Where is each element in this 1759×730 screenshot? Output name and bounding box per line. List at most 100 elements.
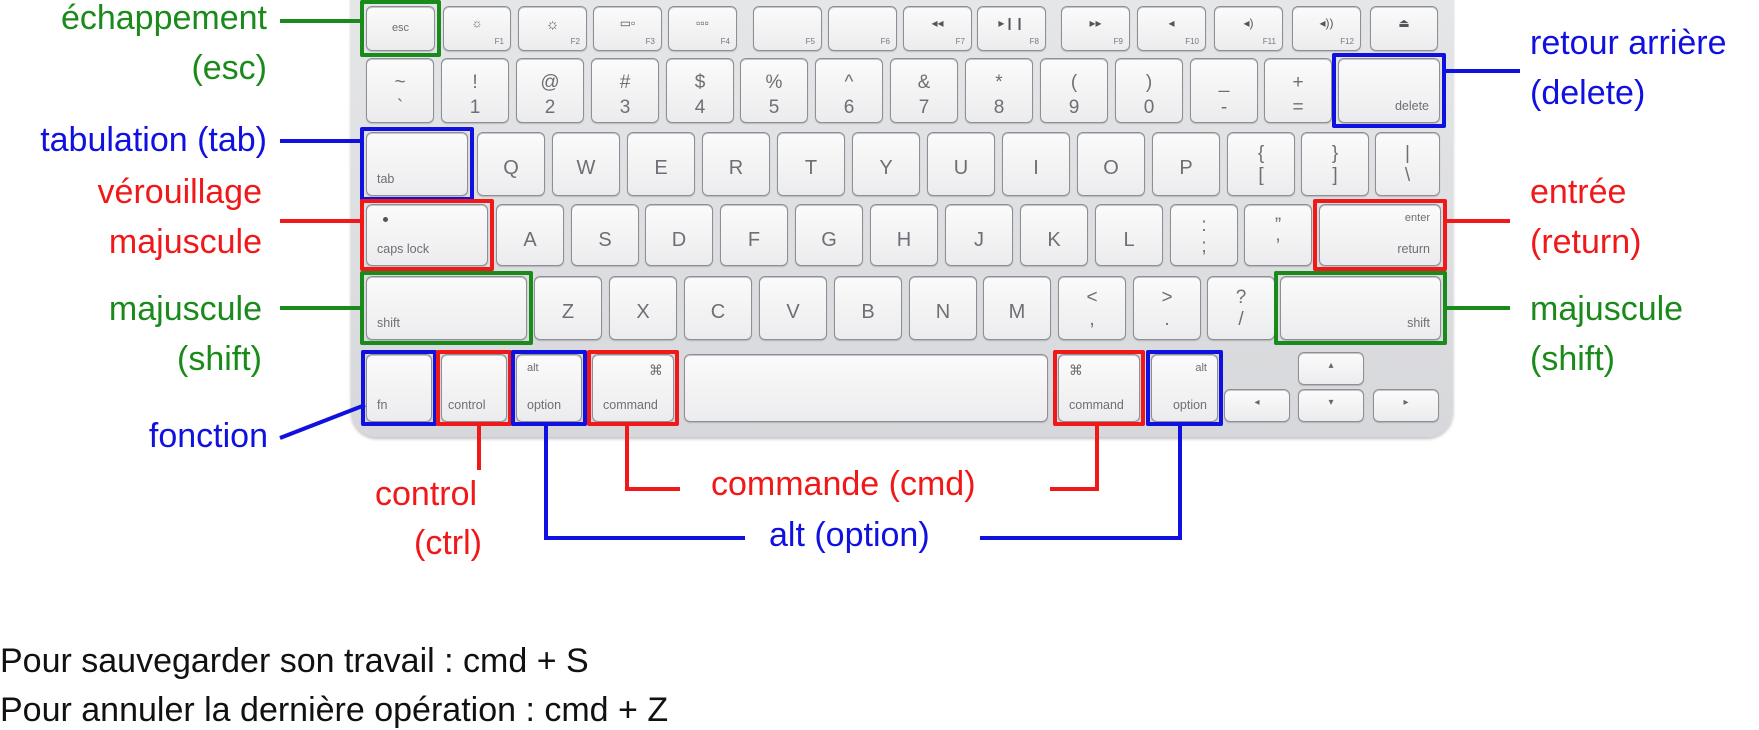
key-symbol: } <box>1331 143 1339 164</box>
key-semicolon: :; <box>1170 204 1238 266</box>
launchpad-icon: ▫▫▫ <box>696 16 709 30</box>
key-4: $4 <box>666 58 734 123</box>
key-v: V <box>759 276 827 340</box>
key-symbol: S <box>598 229 612 251</box>
key-enter-label: enter <box>1404 212 1430 224</box>
rewind-icon: ◂◂ <box>931 16 944 30</box>
key-symbol: 8 <box>993 97 1005 118</box>
key-symbol: ! <box>472 72 478 93</box>
key-tab-label: tab <box>377 172 395 186</box>
key-symbol: ~ <box>394 72 406 93</box>
label-shift-left: majuscule <box>108 290 262 328</box>
key-shift-label: shift <box>377 316 400 330</box>
highlight-shift-left <box>360 271 533 345</box>
highlight-command-right <box>1053 350 1145 426</box>
key-arrow-up: ▴ <box>1298 352 1364 385</box>
key-esc: esc <box>366 6 435 51</box>
mute-icon: ◂ <box>1168 16 1175 30</box>
label-backspace: retour arrière <box>1530 24 1727 62</box>
highlight-option-right <box>1146 350 1223 426</box>
highlight-command-left <box>587 350 679 426</box>
key-f10-label: F10 <box>1185 37 1199 46</box>
key-symbol: { <box>1257 143 1265 164</box>
key-command-right: ⌘ command <box>1058 354 1140 422</box>
key-f4-label: F4 <box>720 37 730 46</box>
key-f7-label: F7 <box>955 37 965 46</box>
label-capslock-line1: vérouillage <box>97 173 262 211</box>
key-bracket-close: }] <box>1301 132 1369 196</box>
leader-fn <box>279 403 366 440</box>
label-shift-right-sub: (shift) <box>1530 340 1615 378</box>
leader-command-left <box>625 426 680 491</box>
key-symbol: | <box>1405 143 1410 164</box>
key-symbol: : <box>1201 215 1207 236</box>
key-caps-lock-label: caps lock <box>377 242 430 256</box>
key-control-label: control <box>448 398 486 412</box>
key-bracket-open: {[ <box>1227 132 1295 196</box>
key-g: G <box>795 204 863 266</box>
key-f8: ▸❙❙ F8 <box>977 6 1046 51</box>
key-option-left: alt option <box>516 354 582 422</box>
key-symbol: O <box>1103 157 1119 179</box>
key-symbol: ) <box>1145 72 1153 93</box>
key-symbol: ” <box>1274 215 1282 236</box>
key-space <box>684 354 1048 422</box>
volume-down-icon: ◂) <box>1243 16 1254 30</box>
key-f: F <box>720 204 788 266</box>
key-symbol: 1 <box>469 97 481 118</box>
key-tab: tab <box>366 132 468 196</box>
label-alt: alt (option) <box>769 516 930 554</box>
label-escape: échappement <box>60 0 267 37</box>
key-symbol: @ <box>540 72 560 93</box>
key-j: J <box>945 204 1013 266</box>
key-1: ! 1 <box>441 58 509 123</box>
key-f8-label: F8 <box>1029 37 1039 46</box>
key-symbol: ] <box>1332 165 1338 186</box>
key-symbol: 7 <box>918 97 930 118</box>
key-2: @2 <box>516 58 584 123</box>
label-control-sub: (ctrl) <box>414 524 482 562</box>
highlight-control <box>436 350 512 426</box>
key-r: R <box>702 132 770 196</box>
key-symbol: - <box>1220 97 1228 118</box>
key-f3-label: F3 <box>645 37 655 46</box>
key-quote: ”’ <box>1244 204 1312 266</box>
label-capslock-line2: majuscule <box>108 223 262 261</box>
key-symbol: = <box>1292 97 1304 118</box>
key-symbol: 2 <box>544 97 556 118</box>
label-enter: entrée <box>1530 173 1627 211</box>
key-symbol: 3 <box>619 97 631 118</box>
key-8: * 8 <box>965 58 1033 123</box>
key-alt-label: alt <box>527 362 539 374</box>
label-escape-sub: (esc) <box>191 49 267 87</box>
command-symbol-icon: ⌘ <box>1069 362 1083 378</box>
key-eject: ⏏ <box>1370 6 1438 51</box>
key-f5: F5 <box>753 6 822 51</box>
key-comma: <, <box>1058 276 1126 340</box>
key-command-label: command <box>603 398 658 412</box>
key-f12: ◂)) F12 <box>1292 6 1361 51</box>
key-l: L <box>1095 204 1163 266</box>
brightness-up-icon: ☼ <box>545 16 560 33</box>
key-symbol: ’ <box>1275 236 1281 257</box>
key-symbol: ` <box>396 97 404 118</box>
label-shift-right: majuscule <box>1530 290 1684 328</box>
note-undo-shortcut: Pour annuler la dernière opération : cmd… <box>0 691 669 729</box>
key-symbol: . <box>1164 309 1170 330</box>
key-return-label: return <box>1397 242 1430 256</box>
key-command-label: command <box>1069 398 1124 412</box>
key-option-label: option <box>527 398 562 412</box>
key-q: Q <box>477 132 545 196</box>
command-symbol-icon: ⌘ <box>649 362 663 378</box>
fast-forward-icon: ▸▸ <box>1089 16 1102 30</box>
key-symbol: ( <box>1070 72 1078 93</box>
label-fn: fonction <box>148 417 268 455</box>
highlight-esc <box>360 0 441 57</box>
key-backtick: ~ ` <box>366 58 434 123</box>
key-symbol: , <box>1089 309 1095 330</box>
key-f6-label: F6 <box>880 37 890 46</box>
arrow-up-icon: ▴ <box>1328 360 1334 371</box>
key-symbol: ; <box>1201 236 1207 257</box>
